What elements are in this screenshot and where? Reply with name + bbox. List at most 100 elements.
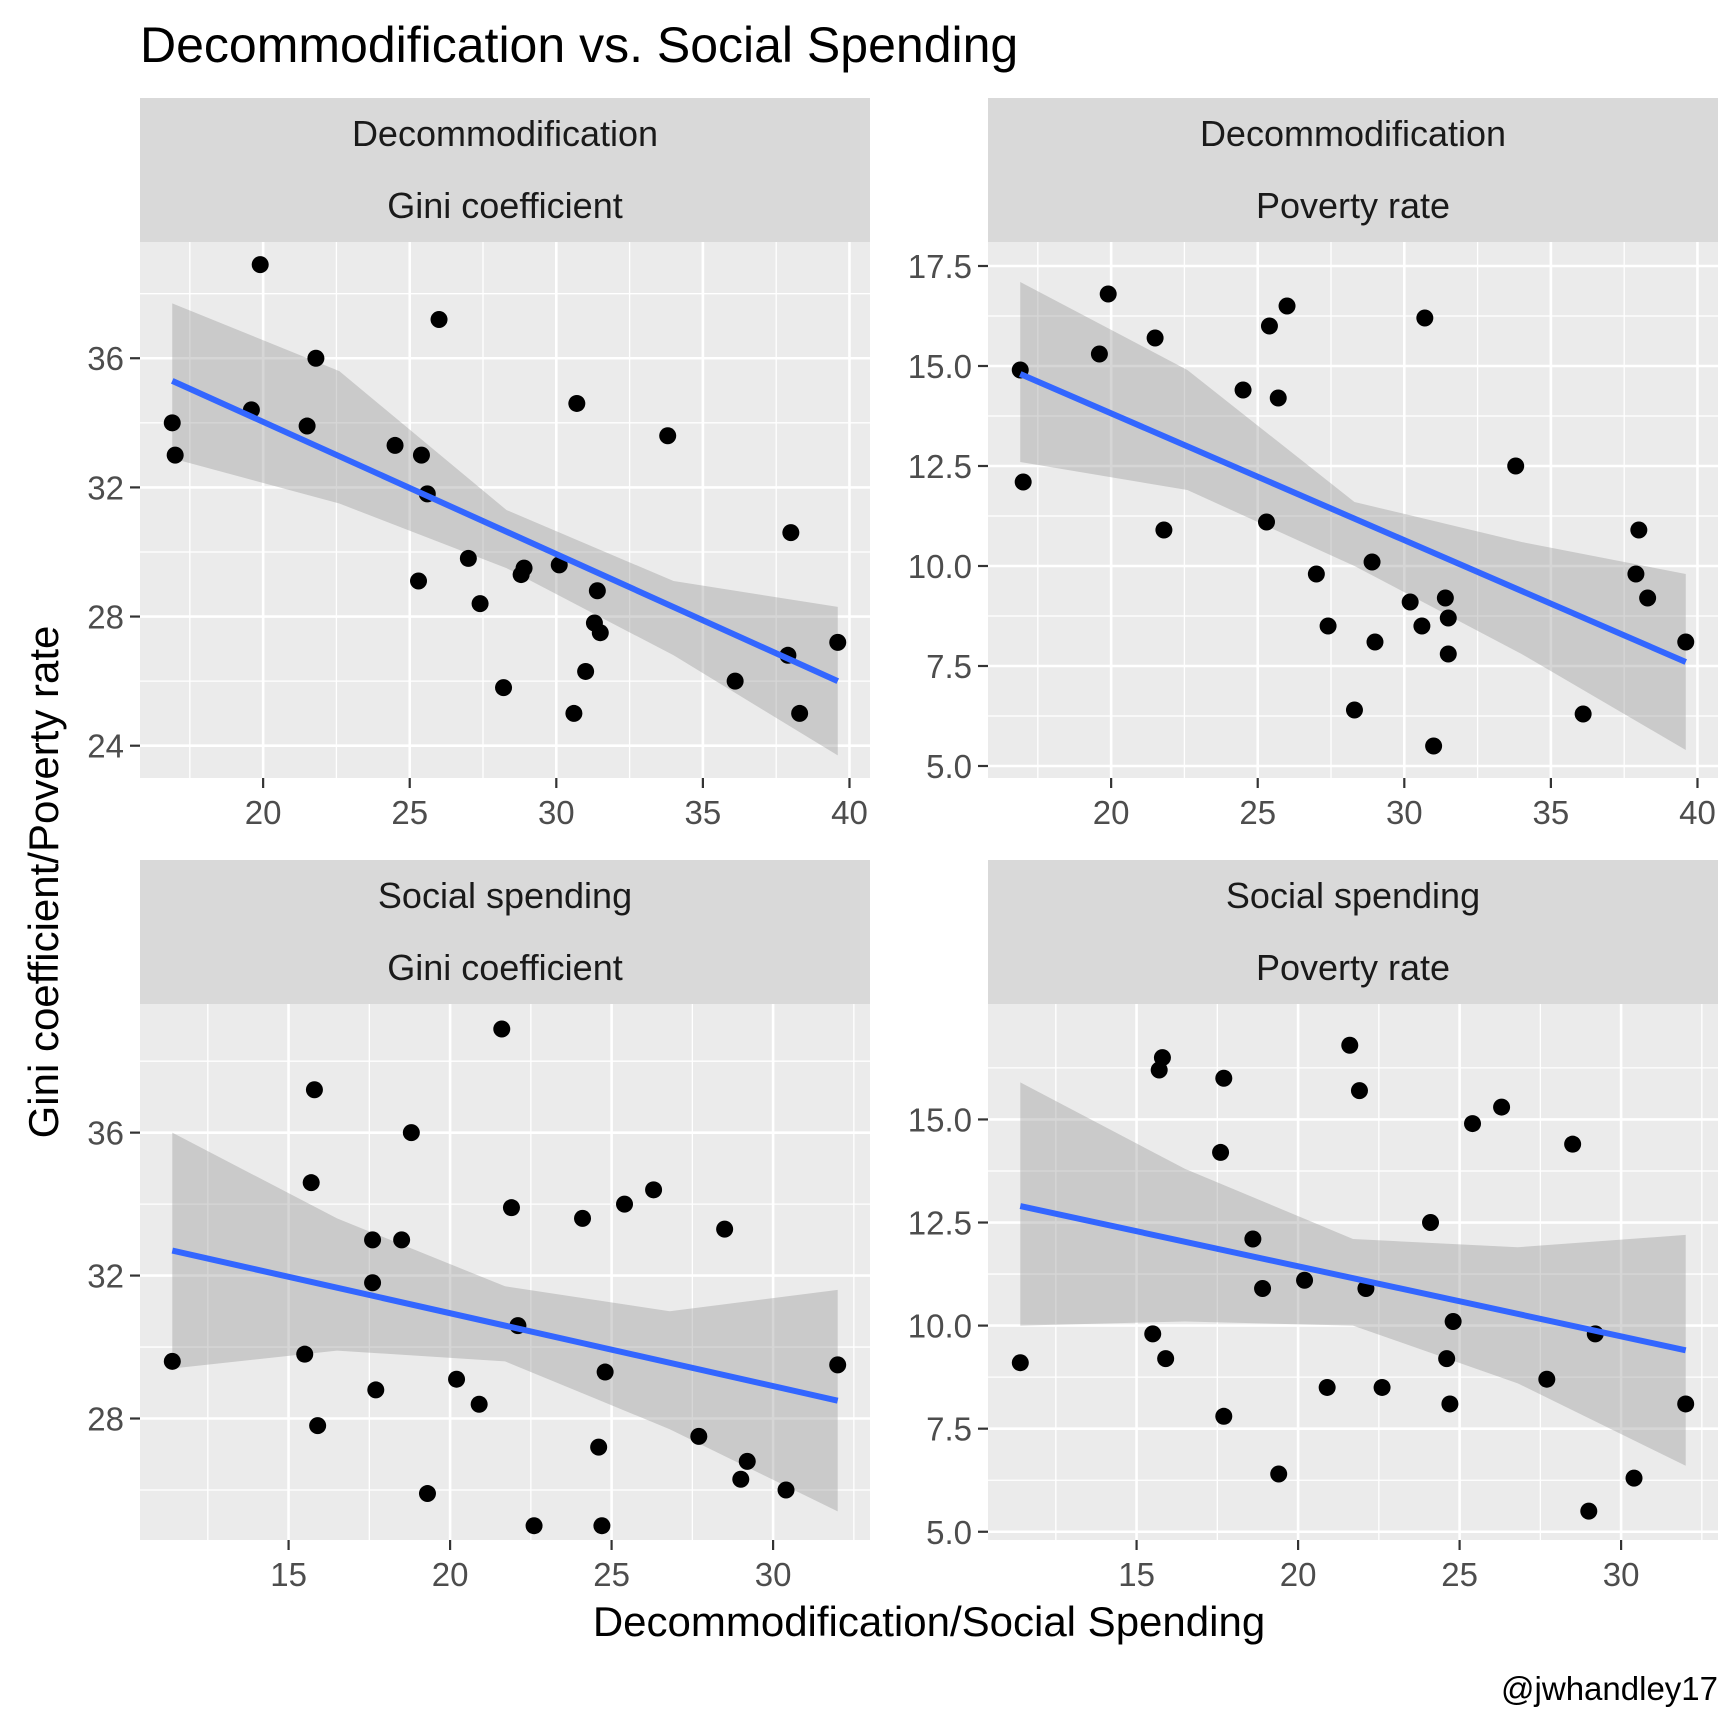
scatter-point [1538, 1370, 1556, 1388]
scatter-point [1677, 1395, 1695, 1413]
scatter-point [1244, 1230, 1262, 1248]
scatter-point [1157, 1350, 1175, 1368]
panel-background [988, 242, 1718, 778]
facet-strip [988, 932, 1718, 1004]
x-tick-label: 35 [685, 794, 722, 831]
scatter-point [777, 1481, 795, 1499]
scatter-point [166, 446, 184, 464]
regression-line [171, 378, 839, 684]
scatter-point [471, 595, 489, 613]
y-tick-label: 36 [87, 340, 124, 377]
facet-strip-label: Social spending [1226, 875, 1480, 916]
scatter-point [616, 1195, 634, 1213]
y-tick-label: 7.5 [926, 1411, 972, 1448]
scatter-point [1155, 521, 1173, 539]
y-tick-label: 12.5 [908, 448, 972, 485]
scatter-point [493, 1020, 511, 1038]
scatter-point [1439, 609, 1457, 627]
facet-strip [140, 860, 870, 932]
scatter-point [732, 1470, 750, 1488]
scatter-point [367, 1381, 385, 1399]
regression-line [1019, 371, 1687, 665]
y-tick-label: 32 [87, 469, 124, 506]
scatter-point [577, 662, 595, 680]
scatter-point [1493, 1098, 1511, 1116]
scatter-point [1439, 645, 1457, 663]
scatter-point [1373, 1378, 1391, 1396]
scatter-point [1307, 565, 1325, 583]
y-tick-label: 24 [87, 728, 124, 765]
scatter-point [738, 1452, 756, 1470]
scatter-point [386, 436, 404, 454]
scatter-point [659, 427, 677, 445]
x-tick-label: 25 [1441, 1556, 1478, 1593]
scatter-point [1212, 1143, 1230, 1161]
facet-strip [140, 170, 870, 242]
facet-strip-label: Decommodification [352, 113, 658, 154]
facet-panel-1: Decommodification Gini coefficient 20 25 30 3… [87, 98, 870, 831]
y-tick-label: 15.0 [908, 348, 972, 385]
y-tick-label: 28 [87, 1401, 124, 1438]
scatter-point [1350, 1082, 1368, 1100]
x-tick-label: 30 [1603, 1556, 1640, 1593]
scatter-point [1319, 617, 1337, 635]
scatter-point [1296, 1271, 1314, 1289]
y-tick-label: 5.0 [926, 748, 972, 785]
scatter-point [515, 559, 533, 577]
scatter-point [418, 1485, 436, 1503]
scatter-point [1153, 1049, 1171, 1067]
scatter-point [1413, 617, 1431, 635]
scatter-point [1444, 1312, 1462, 1330]
scatter-point [1014, 473, 1032, 491]
x-tick-label: 20 [1093, 794, 1130, 831]
scatter-point [1215, 1407, 1233, 1425]
scatter-point [402, 1124, 420, 1142]
y-tick-label: 7.5 [926, 648, 972, 685]
y-tick-label: 10.0 [908, 548, 972, 585]
scatter-point [430, 310, 448, 328]
scatter-point [459, 549, 477, 567]
scatter-point [568, 394, 586, 412]
scatter-point [495, 679, 513, 697]
scatter-point [1438, 1350, 1456, 1368]
scatter-point [1366, 633, 1384, 651]
scatter-point [645, 1181, 663, 1199]
facet-strip-label: Gini coefficient [387, 185, 622, 226]
scatter-point [1425, 737, 1443, 755]
y-tick-label: 10.0 [908, 1308, 972, 1345]
scatter-point [1270, 1465, 1288, 1483]
y-tick-label: 5.0 [926, 1514, 972, 1551]
scatter-point [393, 1231, 411, 1249]
y-tick-label: 17.5 [908, 248, 972, 285]
scatter-point [1630, 521, 1648, 539]
scatter-point [1507, 457, 1525, 475]
x-tick-label: 15 [1118, 1556, 1155, 1593]
scatter-point [1416, 309, 1434, 327]
x-tick-label: 30 [538, 794, 575, 831]
scatter-point [410, 572, 428, 590]
scatter-point [1564, 1135, 1582, 1153]
x-axis-title: Decommodification/Social Spending [593, 1598, 1265, 1645]
y-tick-label: 28 [87, 599, 124, 636]
scatter-point [591, 624, 609, 642]
y-tick-label: 12.5 [908, 1205, 972, 1242]
scatter-point [1401, 593, 1419, 611]
scatter-point [588, 582, 606, 600]
scatter-point [305, 1081, 323, 1099]
facet-panel-2: Decommodification Poverty rate 20 25 30 35 40 5… [908, 98, 1718, 831]
scatter-point [163, 414, 181, 432]
scatter-point [1625, 1469, 1643, 1487]
scatter-point [1318, 1378, 1336, 1396]
facet-strip-label: Poverty rate [1256, 947, 1450, 988]
confidence-ribbon [172, 1132, 838, 1512]
scatter-point [470, 1395, 488, 1413]
x-tick-label: 20 [432, 1556, 469, 1593]
scatter-point [596, 1363, 614, 1381]
scatter-point [1011, 1354, 1029, 1372]
scatter-point [298, 417, 316, 435]
scatter-point [448, 1370, 466, 1388]
scatter-point [1090, 345, 1108, 363]
scatter-point [1574, 705, 1592, 723]
scatter-point [782, 524, 800, 542]
